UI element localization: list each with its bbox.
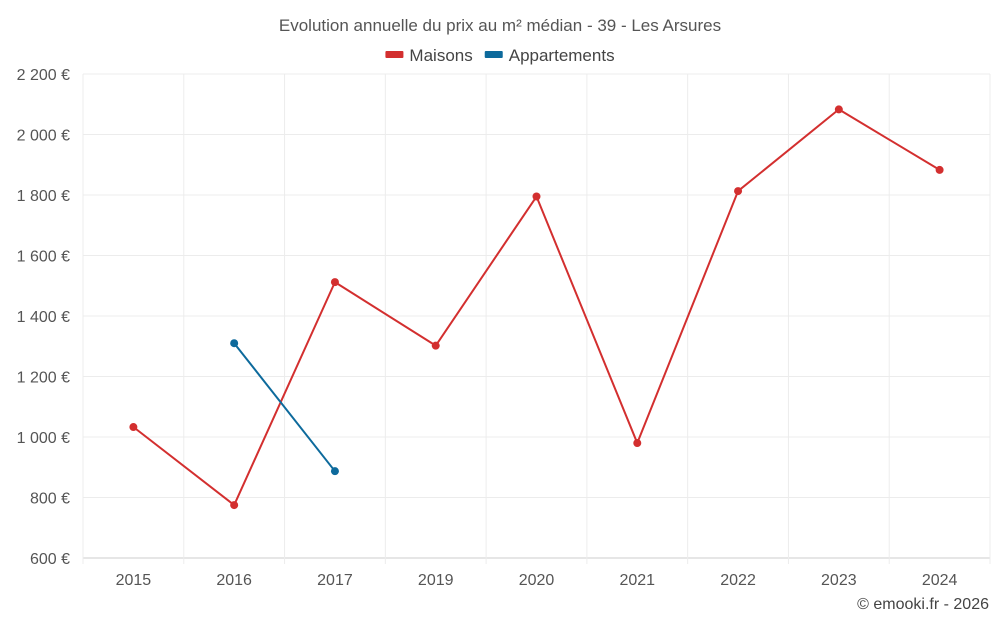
data-point[interactable] — [734, 187, 743, 196]
credit-text: © emooki.fr - 2026 — [857, 596, 989, 613]
x-tick-label: 2016 — [216, 572, 252, 589]
x-axis: 2015 2016 2017 2019 2020 2021 2022 2023 2024 — [116, 572, 958, 589]
series-layer — [129, 105, 944, 510]
legend: Maisons Appartements — [385, 46, 615, 65]
series-maisons — [129, 105, 944, 510]
data-point[interactable] — [129, 423, 138, 432]
y-tick-label: 2 000 € — [17, 128, 70, 145]
data-point[interactable] — [834, 105, 843, 114]
x-tick-label: 2015 — [116, 572, 152, 589]
data-point[interactable] — [230, 339, 239, 348]
y-tick-label: 600 € — [30, 551, 70, 568]
data-point[interactable] — [330, 278, 339, 287]
grid — [82, 73, 991, 564]
x-tick-label: 2022 — [720, 572, 756, 589]
data-point[interactable] — [532, 192, 541, 201]
data-point[interactable] — [935, 165, 944, 174]
legend-label: Appartements — [509, 46, 615, 65]
x-tick-label: 2024 — [922, 572, 958, 589]
x-tick-label: 2021 — [619, 572, 655, 589]
legend-label: Maisons — [409, 46, 472, 65]
series-line — [233, 342, 336, 472]
y-tick-label: 1 200 € — [17, 370, 70, 387]
y-tick-label: 800 € — [30, 491, 70, 508]
legend-swatch — [385, 51, 404, 58]
chart-title: Evolution annuelle du prix au m² médian … — [279, 16, 721, 35]
x-tick-label: 2017 — [317, 572, 353, 589]
y-tick-label: 2 200 € — [17, 67, 70, 84]
series-appartements — [230, 339, 339, 476]
data-point[interactable] — [330, 467, 339, 476]
x-tick-label: 2019 — [418, 572, 454, 589]
series-line — [132, 108, 941, 507]
y-tick-label: 1 000 € — [17, 430, 70, 447]
legend-swatch — [484, 51, 503, 58]
legend-item-appartements[interactable]: Appartements — [484, 46, 615, 65]
y-axis: 600 € 800 € 1 000 € 1 200 € 1 400 € 1 600 € 1 … — [17, 67, 70, 568]
legend-item-maisons[interactable]: Maisons — [385, 46, 473, 65]
x-tick-label: 2023 — [821, 572, 857, 589]
y-tick-label: 1 600 € — [17, 249, 70, 266]
x-tick-label: 2020 — [519, 572, 555, 589]
data-point[interactable] — [431, 341, 440, 350]
data-point[interactable] — [633, 439, 642, 448]
y-tick-label: 1 800 € — [17, 188, 70, 205]
y-tick-label: 1 400 € — [17, 309, 70, 326]
data-point[interactable] — [230, 501, 239, 510]
